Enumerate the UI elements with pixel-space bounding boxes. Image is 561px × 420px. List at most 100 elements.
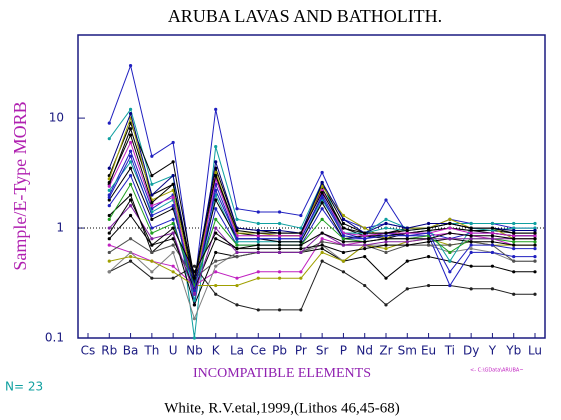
- data-point: [128, 127, 133, 131]
- data-point: [277, 270, 282, 274]
- data-point: [469, 231, 473, 235]
- data-point: [512, 234, 516, 238]
- data-point: [171, 217, 175, 221]
- data-point: [214, 188, 218, 193]
- data-point: [490, 287, 495, 291]
- data-point: [107, 137, 111, 141]
- x-tick-label: Y: [488, 344, 497, 358]
- data-point: [107, 243, 111, 247]
- data-point: [405, 259, 409, 263]
- x-tick-label: Pb: [272, 344, 287, 358]
- data-point: [192, 270, 197, 274]
- data-point: [490, 243, 495, 247]
- data-point: [384, 234, 388, 238]
- data-point: [107, 231, 111, 235]
- series-line: [108, 141, 535, 293]
- data-point: [533, 240, 537, 244]
- data-point: [128, 166, 133, 170]
- data-point: [384, 198, 388, 202]
- data-point: [426, 240, 431, 244]
- data-point: [320, 201, 324, 205]
- data-point: [490, 234, 495, 238]
- data-point: [214, 292, 218, 296]
- data-point: [171, 226, 175, 230]
- y-tick-label: 1: [56, 221, 64, 235]
- data-point: [426, 243, 431, 247]
- data-point: [490, 228, 495, 233]
- data-point: [235, 228, 239, 233]
- data-point: [533, 270, 537, 274]
- data-point: [299, 308, 303, 312]
- data-point: [192, 276, 197, 280]
- data-point: [320, 231, 324, 235]
- data-point: [469, 287, 473, 291]
- data-point: [214, 217, 218, 221]
- data-point: [277, 247, 282, 251]
- data-point: [448, 221, 452, 226]
- data-point: [469, 237, 473, 241]
- data-point: [150, 173, 154, 178]
- data-point: [490, 237, 495, 241]
- data-point: [256, 210, 260, 214]
- data-point: [214, 270, 218, 274]
- data-point: [214, 231, 218, 235]
- data-point: [384, 231, 388, 235]
- data-point: [214, 250, 218, 255]
- data-point: [299, 226, 303, 230]
- data-point: [256, 234, 260, 238]
- data-point: [405, 243, 409, 247]
- data-point: [384, 247, 388, 251]
- data-point: [320, 195, 324, 200]
- data-point: [426, 283, 431, 288]
- data-point: [256, 231, 260, 235]
- data-point: [448, 283, 452, 288]
- data-point: [405, 287, 409, 291]
- data-point: [320, 207, 324, 211]
- plot-frame: [77, 34, 546, 339]
- data-point: [277, 250, 282, 255]
- data-point: [107, 213, 111, 218]
- data-point: [512, 231, 516, 235]
- data-point: [405, 240, 409, 244]
- data-point: [150, 226, 154, 230]
- data-point: [341, 226, 346, 230]
- data-point: [235, 303, 239, 307]
- data-point: [341, 221, 346, 226]
- data-point: [214, 207, 218, 211]
- data-point: [235, 217, 239, 221]
- data-point: [320, 170, 324, 175]
- data-point: [299, 243, 303, 247]
- data-point: [107, 259, 111, 263]
- data-point: [533, 237, 537, 241]
- data-point: [150, 270, 154, 274]
- data-point: [299, 240, 303, 244]
- data-point: [150, 276, 154, 280]
- data-point: [256, 228, 260, 233]
- data-point: [128, 198, 133, 202]
- data-point: [214, 264, 218, 268]
- data-point: [384, 240, 388, 244]
- data-point: [384, 237, 388, 241]
- data-point: [235, 237, 239, 241]
- data-point: [299, 237, 303, 241]
- data-point: [150, 217, 154, 221]
- data-point: [107, 250, 111, 255]
- data-point: [171, 195, 175, 200]
- data-point: [490, 250, 495, 255]
- data-point: [277, 228, 282, 233]
- data-point: [533, 254, 537, 259]
- data-point: [128, 64, 133, 68]
- data-point: [192, 292, 197, 296]
- data-point: [235, 247, 239, 251]
- x-tick-label: Dy: [463, 344, 479, 358]
- data-point: [363, 243, 367, 247]
- data-point: [363, 247, 367, 251]
- data-point: [256, 250, 260, 255]
- x-tick-label: Sr: [316, 344, 329, 358]
- data-point: [320, 247, 324, 251]
- source-note: White, R.V.etal,1999,(Lithos 46,45-68): [164, 400, 400, 416]
- data-point: [256, 308, 260, 312]
- data-point: [256, 237, 260, 241]
- data-point: [469, 226, 473, 230]
